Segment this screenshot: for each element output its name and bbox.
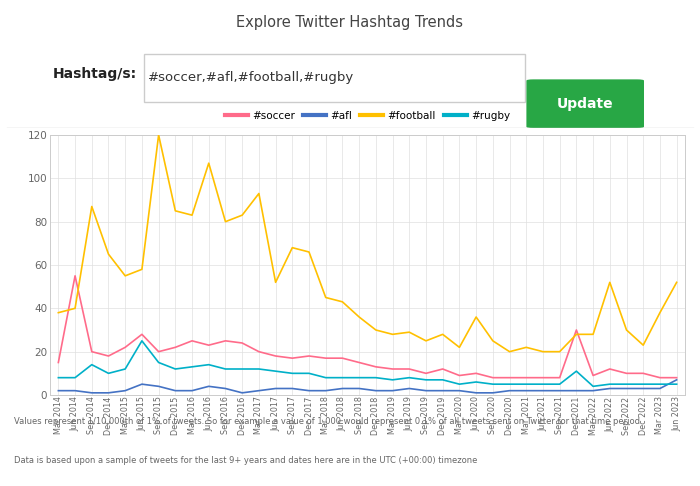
FancyBboxPatch shape xyxy=(526,79,644,128)
Text: Hashtag/s:: Hashtag/s: xyxy=(52,67,136,81)
Text: Explore Twitter Hashtag Trends: Explore Twitter Hashtag Trends xyxy=(237,16,463,30)
Text: Values represent 1/10,000th of 1% of tweets. So for example a value of 1,000 wou: Values represent 1/10,000th of 1% of twe… xyxy=(14,417,640,426)
Text: Update: Update xyxy=(557,97,613,111)
FancyBboxPatch shape xyxy=(144,54,525,103)
Text: Data is based upon a sample of tweets for the last 9+ years and dates here are i: Data is based upon a sample of tweets fo… xyxy=(14,456,477,465)
Text: #soccer,#afl,#football,#rugby: #soccer,#afl,#football,#rugby xyxy=(148,71,355,84)
Legend: #soccer, #afl, #football, #rugby: #soccer, #afl, #football, #rugby xyxy=(220,106,514,125)
